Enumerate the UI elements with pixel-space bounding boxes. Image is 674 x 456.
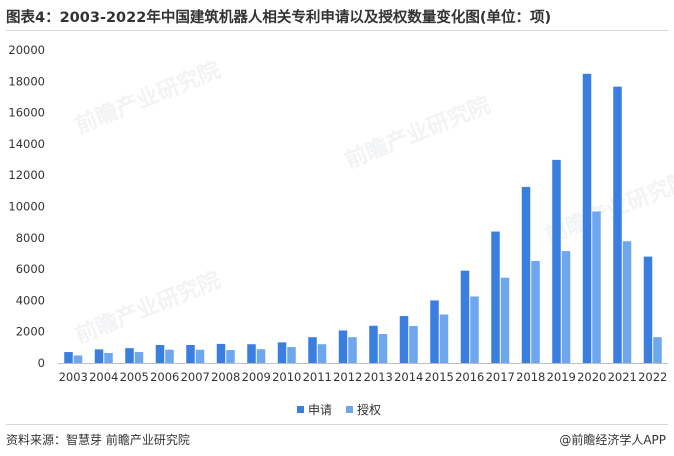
- bar-grant-2017: [500, 277, 510, 363]
- x-tick-label: 2007: [181, 370, 210, 384]
- bar-apply-2011: [308, 337, 317, 363]
- bar-grant-2009: [256, 349, 266, 363]
- bar-grant-2010: [287, 347, 296, 363]
- bar-grant-2013: [378, 334, 388, 363]
- footer-divider: [6, 424, 668, 425]
- title-divider: [6, 30, 668, 31]
- bar-apply-2020: [582, 73, 592, 364]
- bar-grant-2021: [622, 241, 632, 363]
- bar-grant-2014: [409, 326, 418, 363]
- x-tick-label: 2015: [425, 370, 454, 384]
- legend-swatch-apply: [297, 406, 304, 413]
- bar-grant-2007: [195, 349, 205, 363]
- bar-grant-2019: [561, 251, 571, 363]
- source-note: 资料来源：智慧芽 前瞻产业研究院: [6, 433, 190, 447]
- bar-apply-2022: [643, 256, 653, 363]
- bar-apply-2009: [247, 344, 256, 363]
- legend-label-grant: 授权: [357, 403, 382, 417]
- x-tick-label: 2005: [120, 370, 149, 384]
- bar-apply-2018: [521, 186, 531, 363]
- bar-apply-2016: [460, 270, 470, 363]
- bar-grant-2006: [165, 349, 174, 363]
- bar-apply-2007: [186, 345, 195, 363]
- x-tick-label: 2021: [608, 370, 637, 384]
- chart-legend: 申请 授权: [297, 401, 381, 418]
- x-tick-label: 2019: [547, 370, 576, 384]
- brand-credit: @前瞻经济学人APP: [559, 433, 666, 447]
- bar-apply-2019: [552, 159, 561, 363]
- bar-grant-2012: [348, 337, 357, 363]
- bar-grant-2008: [226, 350, 235, 363]
- x-tick-label: 2006: [150, 370, 179, 384]
- bar-apply-2012: [338, 330, 348, 363]
- y-tick-label: 2000: [16, 325, 45, 339]
- y-tick-label: 6000: [16, 262, 45, 276]
- y-tick-label: 0: [38, 356, 45, 370]
- bar-grant-2004: [104, 352, 113, 363]
- bar-grant-2011: [317, 344, 327, 363]
- bar-apply-2006: [155, 345, 165, 363]
- bar-apply-2014: [399, 316, 409, 363]
- bar-apply-2013: [369, 325, 378, 363]
- x-tick-label: 2022: [638, 370, 667, 384]
- bar-apply-2010: [277, 342, 287, 363]
- x-tick-label: 2004: [89, 370, 118, 384]
- bar-grant-2018: [531, 260, 540, 363]
- bar-apply-2015: [430, 300, 439, 363]
- x-tick-label: 2017: [486, 370, 515, 384]
- bar-grant-2005: [134, 352, 144, 363]
- y-tick-label: 18000: [8, 74, 45, 88]
- legend-item-grant: 授权: [346, 401, 381, 418]
- bar-grant-2015: [439, 314, 449, 363]
- x-tick-label: 2010: [272, 370, 301, 384]
- y-tick-label: 16000: [8, 106, 45, 120]
- y-tick-label: 4000: [16, 293, 45, 307]
- bar-grant-2020: [592, 211, 601, 363]
- y-tick-label: 12000: [8, 168, 45, 182]
- bar-apply-2004: [94, 349, 104, 363]
- y-tick-label: 8000: [16, 231, 45, 245]
- x-tick-label: 2011: [303, 370, 332, 384]
- y-tick-label: 14000: [8, 137, 45, 151]
- x-tick-label: 2018: [516, 370, 545, 384]
- bar-grant-2016: [470, 296, 479, 363]
- x-tick-label: 2014: [394, 370, 423, 384]
- x-tick-label: 2012: [333, 370, 362, 384]
- bar-chart: 0 2000 4000 6000 8000 10000 12000 14000 16000 180…: [8, 43, 668, 384]
- chart-title: 图表4：2003-2022年中国建筑机器人相关专利申请以及授权数量变化图(单位：…: [6, 10, 552, 26]
- x-tick-label: 2020: [577, 370, 606, 384]
- bar-apply-2021: [613, 86, 622, 363]
- y-tick-label: 20000: [8, 43, 45, 57]
- bar-apply-2008: [216, 343, 226, 363]
- x-tick-label: 2016: [455, 370, 484, 384]
- x-tick-label: 2003: [59, 370, 88, 384]
- bar-grant-2003: [73, 355, 83, 363]
- bar-apply-2005: [125, 348, 134, 363]
- legend-item-apply: 申请: [297, 401, 332, 418]
- x-tick-label: 2008: [211, 370, 240, 384]
- bar-grant-2022: [653, 337, 662, 363]
- x-tick-label: 2009: [242, 370, 271, 384]
- y-tick-label: 10000: [8, 200, 45, 214]
- bar-apply-2017: [491, 231, 500, 363]
- x-tick-label: 2013: [364, 370, 393, 384]
- legend-swatch-grant: [346, 406, 354, 413]
- bar-apply-2003: [64, 352, 73, 363]
- legend-label-apply: 申请: [308, 403, 333, 417]
